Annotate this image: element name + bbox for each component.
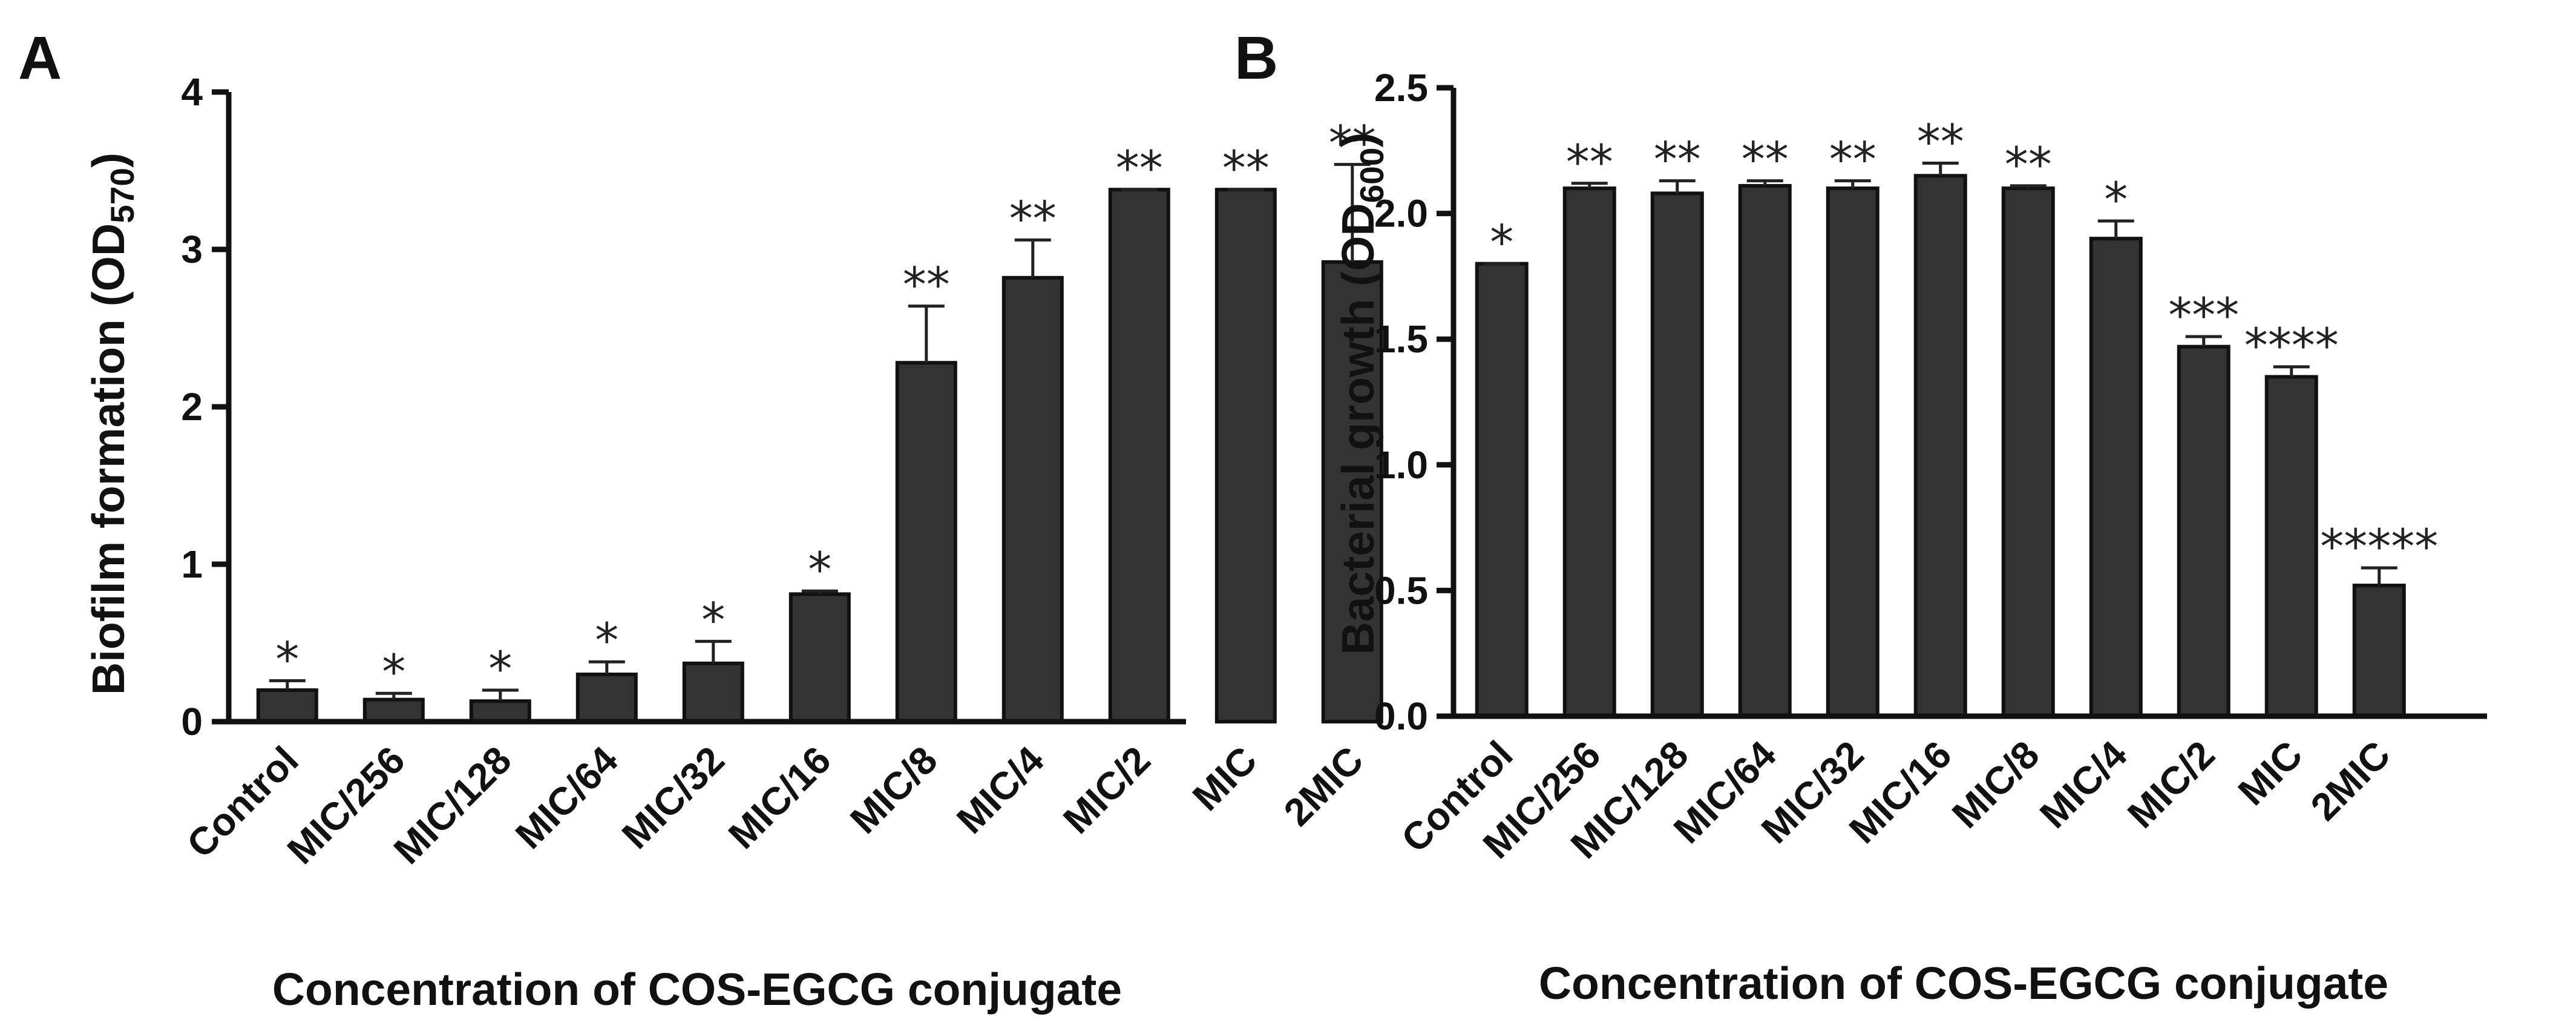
x-tick-label: 2MIC (2302, 733, 2399, 829)
y-tick-label: 3 (181, 228, 203, 271)
y-tick-label: 0.0 (1374, 694, 1428, 738)
x-tick-label: MIC/32 (614, 738, 733, 857)
panel-b-y-axis-title: Bacterial growth (OD600) (1332, 133, 1391, 655)
bar (1826, 186, 1880, 718)
x-tick-label: MIC/2 (2119, 733, 2223, 837)
panel-a-significance-marks: * * ** ******** ** ** (275, 117, 1376, 700)
bar (2352, 584, 2406, 719)
y-tick-label: 1 (181, 542, 203, 586)
panel-b-category-labels: ControlMIC/256MIC/128MIC/64MIC/32MIC/16M… (1393, 733, 2399, 867)
bar (2177, 344, 2230, 718)
bar (575, 673, 638, 723)
bar (469, 699, 531, 723)
significance-mark: * (808, 543, 831, 598)
y-tick-label: 2 (181, 385, 203, 429)
bar (1738, 183, 1792, 719)
significance-mark: ** (1329, 117, 1376, 171)
significance-mark: * (275, 633, 299, 687)
significance-mark: ** (1116, 142, 1163, 196)
x-tick-label: 2MIC (1276, 738, 1372, 834)
bar (1650, 191, 1704, 719)
panel-b-bars (1475, 174, 2406, 719)
bar (2264, 375, 2318, 718)
significance-mark: ** (1917, 116, 1964, 170)
y-tick-label: 4 (181, 70, 203, 114)
panel-a-x-axis-title: Concentration of COS-EGCG conjugate (272, 964, 1122, 1015)
significance-mark: * (1490, 216, 1513, 271)
x-tick-label: MIC/8 (842, 738, 946, 842)
significance-mark: ** (2005, 138, 2052, 193)
significance-mark: * (701, 593, 725, 648)
panel-b-x-axis-title: Concentration of COS-EGCG conjugate (1539, 958, 2388, 1009)
x-tick-label: MIC/256 (279, 738, 413, 872)
bar (1321, 260, 1383, 723)
y-tick-label: 0.5 (1374, 568, 1428, 612)
x-tick-label: MIC/4 (948, 738, 1052, 842)
significance-mark: * (2104, 173, 2128, 228)
significance-mark: ** (1009, 192, 1057, 246)
bar (362, 697, 425, 723)
significance-mark: ** (1829, 133, 1876, 188)
significance-mark: **** (2244, 319, 2339, 374)
x-tick-label: MIC/16 (720, 738, 839, 857)
x-tick-label: MIC/4 (2031, 733, 2135, 837)
x-tick-label: MIC/2 (1055, 738, 1159, 842)
bar (1001, 275, 1064, 723)
panel-b-axes (1450, 88, 2487, 719)
bar (1475, 262, 1529, 718)
significance-mark: * (488, 642, 512, 697)
panel-a-y-ticks: 0 1 2 3 4 (181, 70, 229, 743)
y-tick-label: 1.5 (1374, 317, 1428, 361)
bar (1214, 188, 1277, 723)
x-tick-label: MIC (1184, 738, 1265, 819)
bar (788, 592, 851, 724)
x-tick-label: MIC/128 (385, 738, 520, 872)
panel-a-label: A (18, 24, 62, 92)
x-tick-label: MIC (2230, 733, 2311, 814)
panel-a-y-axis-title: Biofilm formation (OD570) (83, 153, 141, 695)
bar (1562, 186, 1616, 718)
significance-mark: * (382, 645, 405, 700)
significance-mark: ***** (2320, 520, 2438, 575)
significance-mark: ** (1654, 133, 1701, 188)
significance-mark: ** (1222, 142, 1270, 196)
bar (2089, 237, 2143, 718)
significance-mark: ** (903, 259, 950, 313)
y-tick-label: 2.5 (1374, 66, 1428, 110)
bar (256, 688, 318, 723)
significance-mark: ** (1566, 136, 1613, 190)
bar (1108, 188, 1170, 723)
y-tick-label: 0 (181, 700, 203, 743)
bar (1913, 174, 1967, 718)
bar (895, 361, 957, 723)
significance-mark: * (595, 614, 618, 668)
y-tick-label: 1.0 (1374, 443, 1428, 487)
panel-a-error-bars (269, 163, 1371, 702)
panel-b: B *** ** ** ** ** *************** 0.00.51.01.… (1234, 24, 2487, 1009)
bar (682, 661, 744, 724)
y-tick-label: 2.0 (1374, 192, 1428, 236)
panel-b-y-ticks: 0.0 0.5 1.0 1.5 2.0 2.5 (1374, 66, 1454, 738)
panel-a-bars (256, 188, 1383, 724)
x-tick-label: MIC/64 (507, 738, 626, 857)
significance-mark: ** (1742, 133, 1789, 188)
bar (2001, 186, 2055, 718)
x-tick-label: MIC/8 (1944, 733, 2048, 837)
panel-b-significance-marks: *** ** ** ** ** *************** (1490, 116, 2438, 575)
panel-b-label: B (1234, 24, 1278, 92)
panel-b-error-bars (1483, 162, 2397, 586)
significance-mark: *** (2168, 289, 2239, 343)
